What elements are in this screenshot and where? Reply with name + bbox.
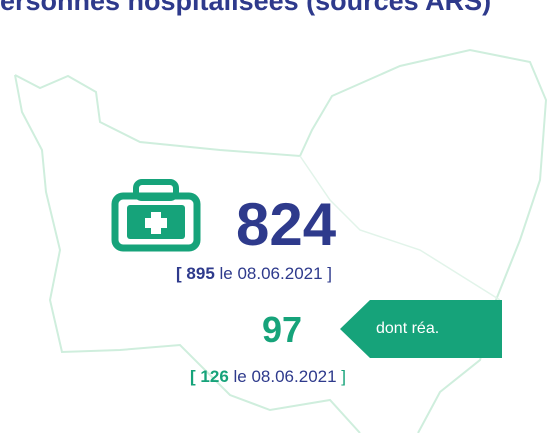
map-outline — [14, 48, 548, 433]
bracket: ] — [327, 264, 333, 283]
previous-hospitalized: [ 895 le 08.06.2021 ] — [176, 264, 332, 284]
map-outline — [299, 155, 501, 301]
icu-tag: dont réa. — [376, 320, 440, 337]
first-aid-icon — [111, 179, 201, 252]
previous-icu: [ 126 le 08.06.2021 ] — [190, 367, 346, 387]
map-outline — [14, 74, 361, 433]
hospitalized-value: 824 — [236, 191, 337, 258]
previous-value: 126 — [200, 367, 229, 386]
bracket: [ — [190, 367, 196, 386]
bracket: [ — [176, 264, 182, 283]
title: Personnes hospitalisées (sources ARS) — [0, 0, 492, 16]
previous-value: 895 — [186, 264, 215, 283]
icu-value: 97 — [262, 309, 303, 350]
previous-date: le 08.06.2021 — [233, 367, 337, 386]
previous-date: le 08.06.2021 — [219, 264, 323, 283]
bracket: ] — [341, 367, 347, 386]
tag-arrow — [340, 300, 502, 358]
